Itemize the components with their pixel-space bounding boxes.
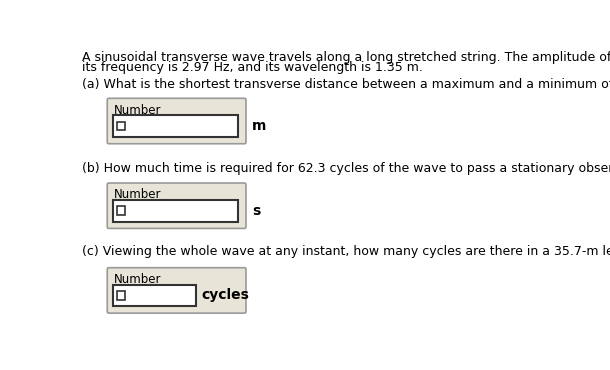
Text: cycles: cycles xyxy=(202,289,249,302)
Bar xyxy=(113,200,239,222)
Text: (c) Viewing the whole wave at any instant, how many cycles are there in a 35.7-m: (c) Viewing the whole wave at any instan… xyxy=(82,245,610,258)
Text: s: s xyxy=(252,204,260,218)
Text: A sinusoidal transverse wave travels along a long stretched string. The amplitud: A sinusoidal transverse wave travels alo… xyxy=(82,51,610,64)
Text: Number: Number xyxy=(114,273,162,286)
Text: (a) What is the shortest transverse distance between a maximum and a minimum of : (a) What is the shortest transverse dist… xyxy=(82,77,610,91)
Bar xyxy=(113,285,196,306)
FancyBboxPatch shape xyxy=(107,98,246,144)
Bar xyxy=(113,115,239,137)
Text: m: m xyxy=(252,119,267,133)
Text: Number: Number xyxy=(114,188,162,201)
Bar xyxy=(117,206,125,215)
Text: Number: Number xyxy=(114,104,162,117)
FancyBboxPatch shape xyxy=(107,183,246,228)
Text: its frequency is 2.97 Hz, and its wavelength is 1.35 m.: its frequency is 2.97 Hz, and its wavele… xyxy=(82,61,423,74)
Bar xyxy=(117,291,125,300)
Text: (b) How much time is required for 62.3 cycles of the wave to pass a stationary o: (b) How much time is required for 62.3 c… xyxy=(82,162,610,175)
Bar xyxy=(117,122,125,130)
FancyBboxPatch shape xyxy=(107,268,246,313)
